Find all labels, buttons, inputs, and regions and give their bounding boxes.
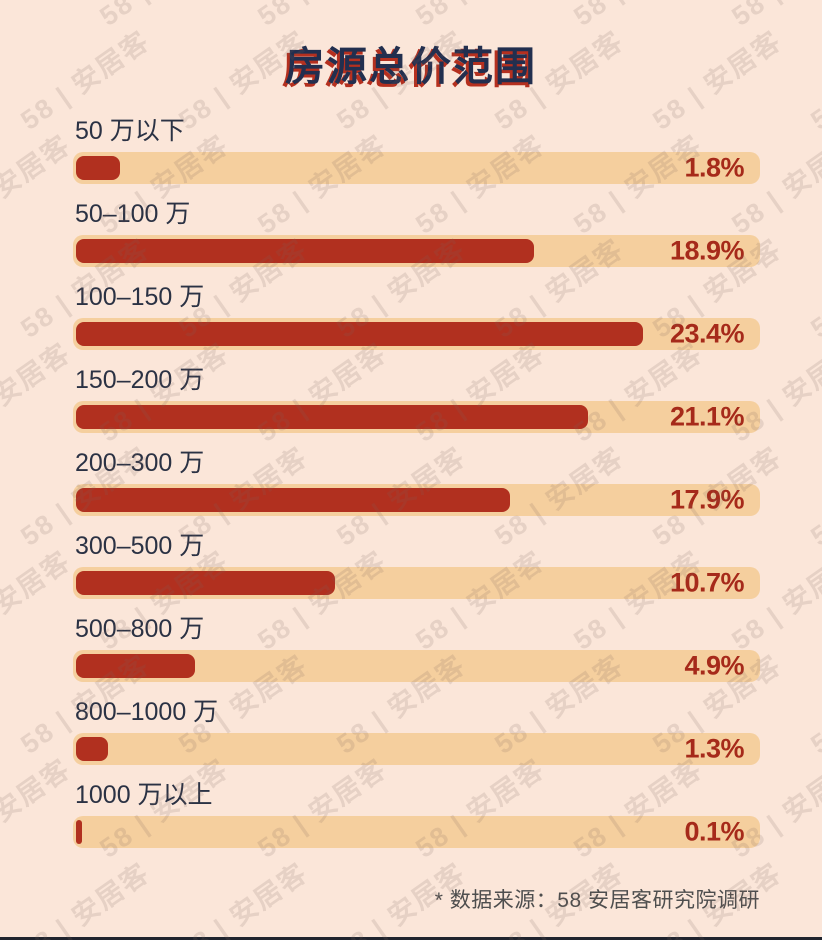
bar-row: 300–500 万 10.7% xyxy=(73,531,760,599)
bar-track: 1.8% xyxy=(73,152,760,184)
category-label: 300–500 万 xyxy=(75,532,205,560)
category-label: 150–200 万 xyxy=(75,366,205,394)
watermark-text: 58 | 安居客 xyxy=(805,649,822,760)
watermark-text: 58 | 安居客 xyxy=(406,0,551,33)
bar-row: 1000 万以上 0.1% xyxy=(73,780,760,848)
bottom-edge-line xyxy=(0,937,822,940)
bar-track: 17.9% xyxy=(73,484,760,516)
watermark-text: 58 | 安居客 xyxy=(0,753,77,863)
category-label: 100–150 万 xyxy=(75,283,205,311)
bar-fill xyxy=(76,820,82,844)
bar-fill xyxy=(76,405,588,429)
watermark-text: 58 | 安居客 xyxy=(173,857,314,940)
bar-track: 0.1% xyxy=(73,816,760,848)
category-label: 50 万以下 xyxy=(75,117,185,145)
bar-fill xyxy=(76,322,644,346)
bar-track: 1.3% xyxy=(73,733,760,765)
value-label: 1.8% xyxy=(684,152,744,183)
value-label: 21.1% xyxy=(669,401,745,432)
watermark-text: 58 | 安居客 xyxy=(805,441,822,552)
value-label: 23.4% xyxy=(669,318,745,349)
bar-row: 200–300 万 17.9% xyxy=(73,448,760,516)
category-label: 500–800 万 xyxy=(75,615,205,643)
bar-fill xyxy=(76,654,195,678)
watermark-text: 58 | 安居客 xyxy=(0,337,77,447)
value-label: 1.3% xyxy=(684,733,744,764)
watermark-text: 58 | 安居客 xyxy=(248,0,393,33)
value-label: 10.7% xyxy=(669,567,745,598)
bar-fill xyxy=(76,239,535,263)
category-label: 200–300 万 xyxy=(75,449,205,477)
watermark-text: 58 | 安居客 xyxy=(564,0,709,33)
bar-row: 500–800 万 4.9% xyxy=(73,614,760,682)
watermark-text: 58 | 安居客 xyxy=(0,0,77,33)
watermark-text: 58 | 安居客 xyxy=(90,0,235,33)
value-label: 4.9% xyxy=(684,650,744,681)
bar-row: 50–100 万 18.9% xyxy=(73,199,760,267)
value-label: 0.1% xyxy=(684,816,744,847)
bar-row: 150–200 万 21.1% xyxy=(73,365,760,433)
bar-track: 23.4% xyxy=(73,318,760,350)
watermark-text: 58 | 安居客 xyxy=(801,852,822,940)
bar-track: 18.9% xyxy=(73,235,760,267)
category-label: 1000 万以上 xyxy=(75,781,213,809)
bar-track: 10.7% xyxy=(73,567,760,599)
bar-fill xyxy=(76,488,511,512)
chart-title: 房源总价范围 xyxy=(285,45,537,89)
bar-row: 800–1000 万 1.3% xyxy=(73,697,760,765)
bar-fill xyxy=(76,571,336,595)
bar-fill xyxy=(76,156,120,180)
watermark-text: 58 | 安居客 xyxy=(805,233,822,344)
bar-fill xyxy=(76,737,108,761)
price-range-bar-chart: 50 万以下 1.8% 50–100 万 18.9% 100–150 万 23.4% 150… xyxy=(73,116,760,863)
watermark-text: 58 | 安居客 xyxy=(0,129,77,239)
bar-track: 4.9% xyxy=(73,650,760,682)
value-label: 18.9% xyxy=(669,235,745,266)
watermark-text: 58 | 安居客 xyxy=(15,857,156,940)
bar-row: 50 万以下 1.8% xyxy=(73,116,760,184)
watermark-text: 58 | 安居客 xyxy=(722,0,822,33)
category-label: 800–1000 万 xyxy=(75,698,219,726)
bar-track: 21.1% xyxy=(73,401,760,433)
data-source-footnote: * 数据来源：58 安居客研究院调研 xyxy=(434,889,760,912)
category-label: 50–100 万 xyxy=(75,200,191,228)
watermark-text: 58 | 安居客 xyxy=(0,545,77,655)
bar-row: 100–150 万 23.4% xyxy=(73,282,760,350)
value-label: 17.9% xyxy=(669,484,745,515)
